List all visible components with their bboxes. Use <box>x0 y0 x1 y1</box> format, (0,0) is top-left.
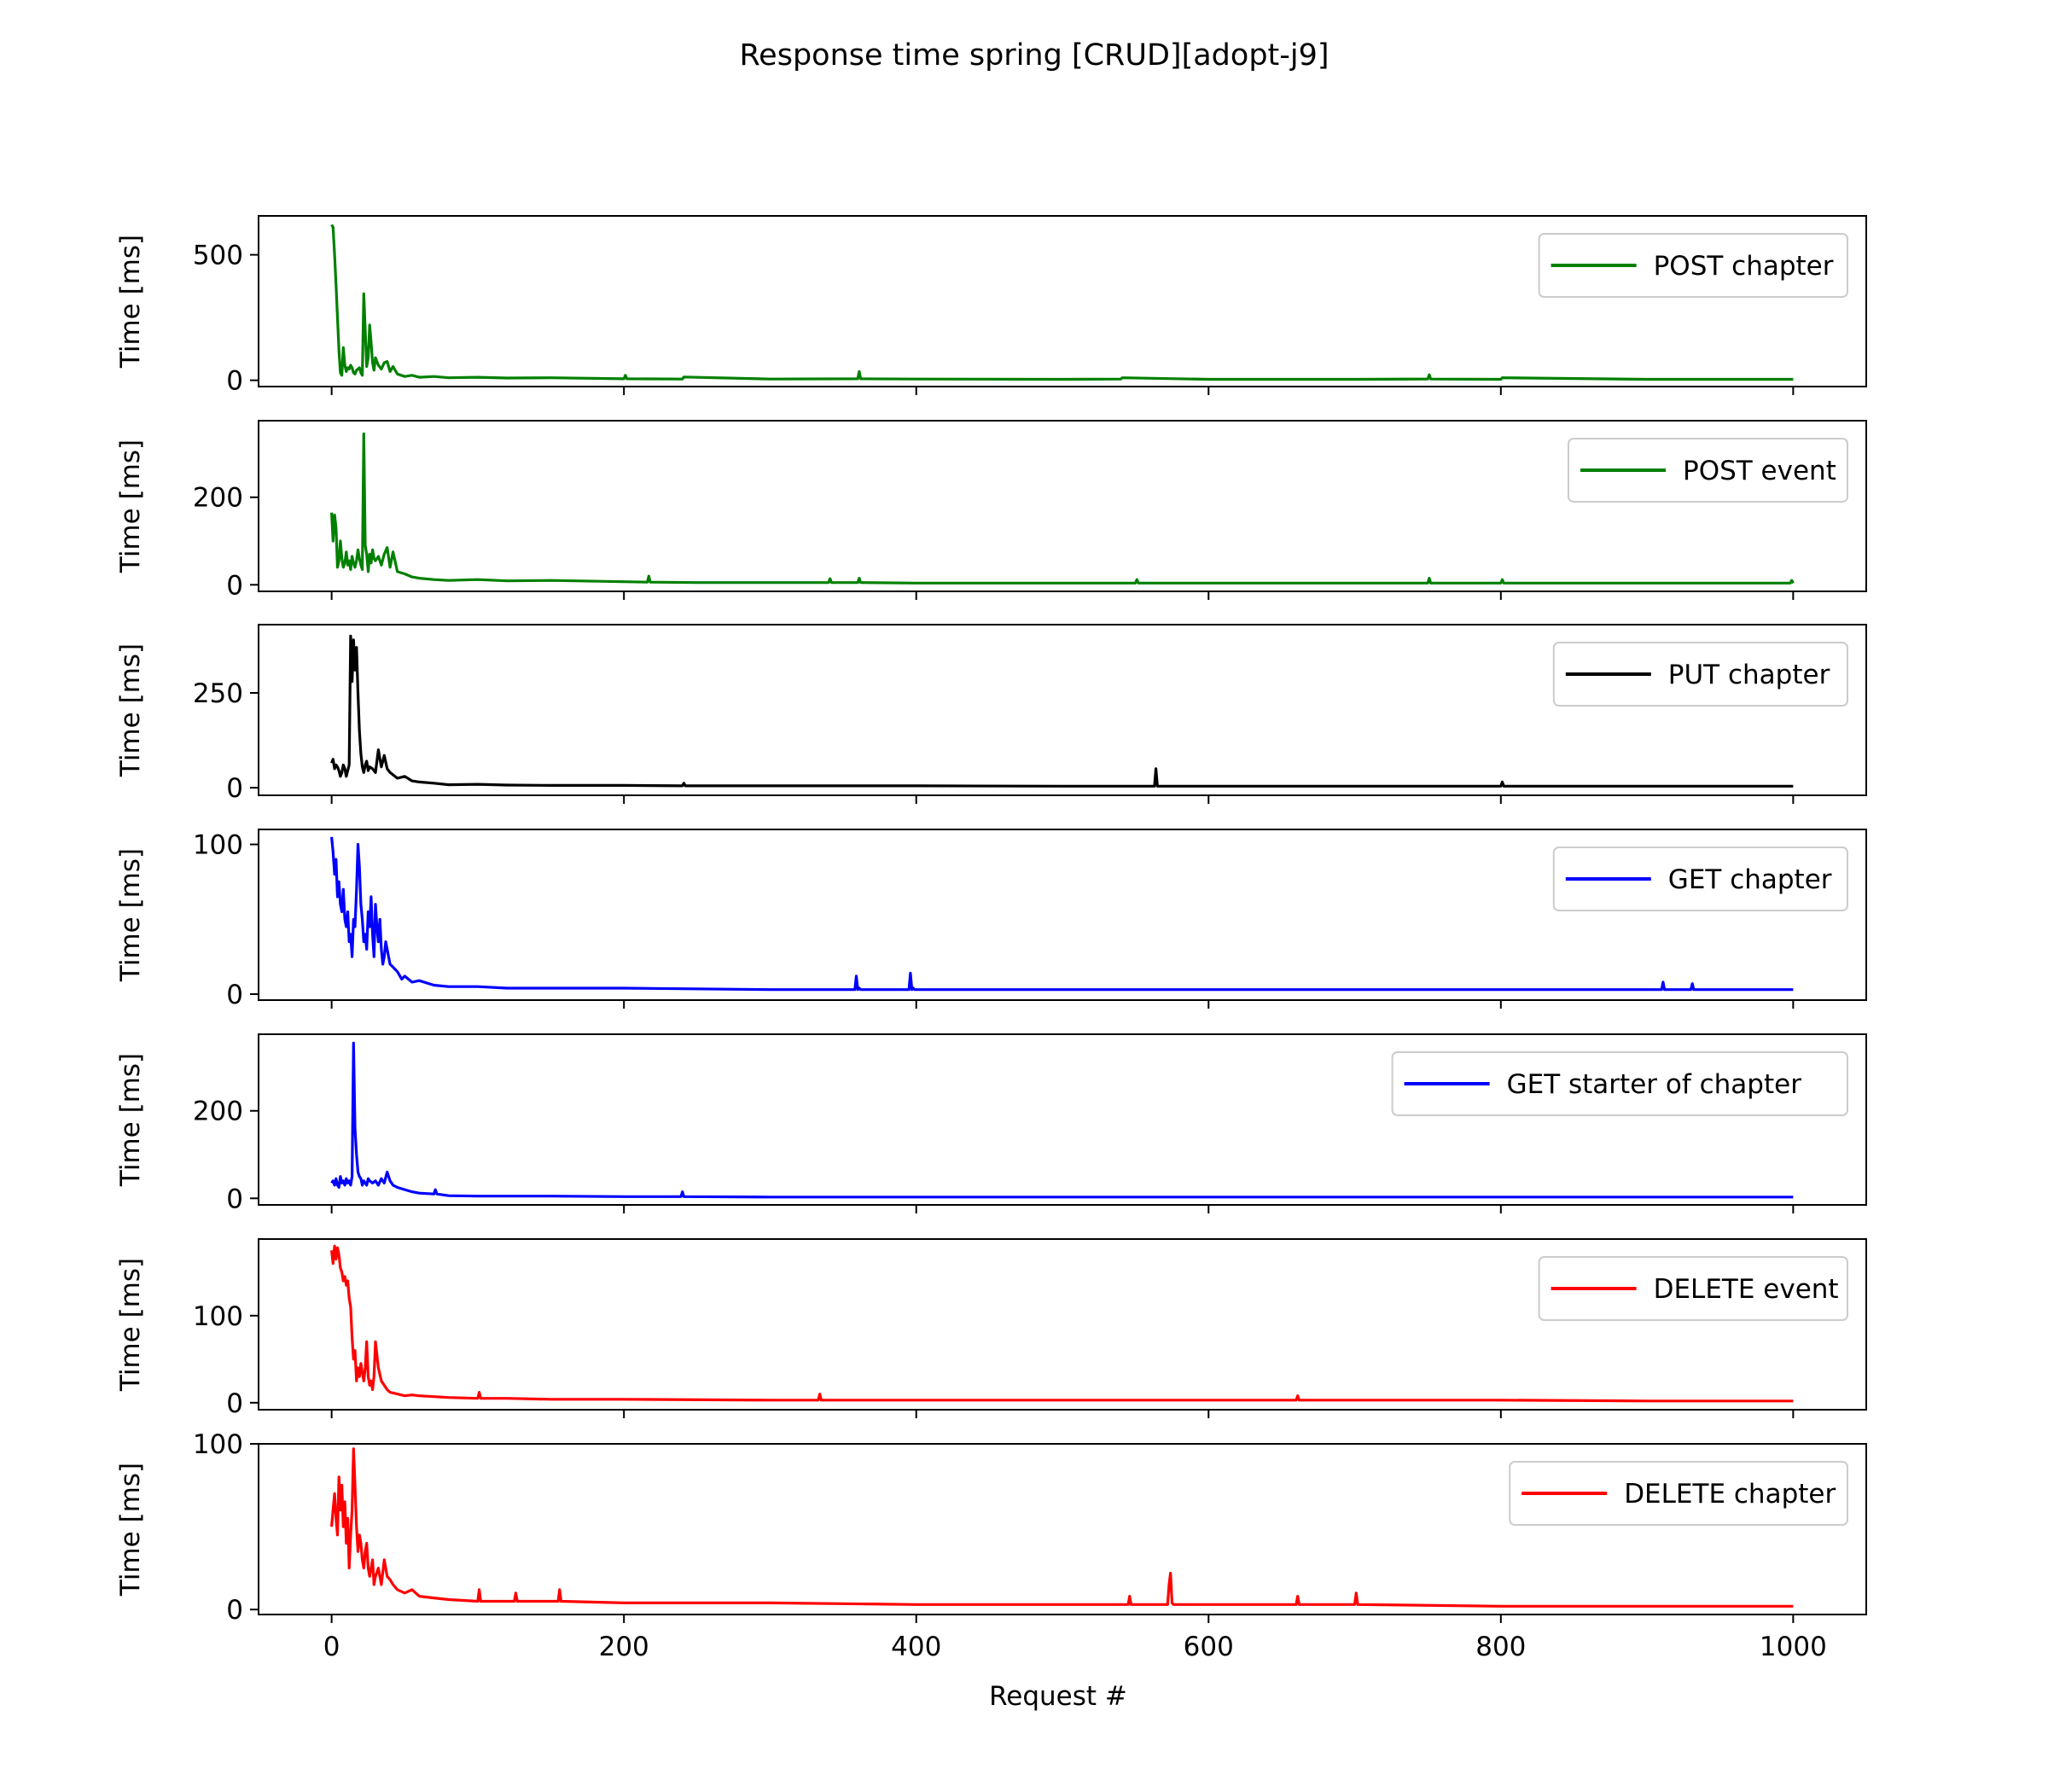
x-axis-label: Request # <box>989 1681 1127 1712</box>
axes-frame <box>258 1033 1867 1206</box>
panels: 0 500 Time [ms] POST chapter 0 200 Time [ms] PO… <box>115 215 1867 1662</box>
y-tick-label: 100 <box>193 830 243 861</box>
y-axis-label: Time [ms] <box>115 1258 146 1392</box>
legend-label: DELETE event <box>1654 1274 1839 1305</box>
x-tick-label: 800 <box>1475 1632 1526 1662</box>
legend-box <box>1552 847 1849 911</box>
y-axis-label: Time [ms] <box>115 235 146 369</box>
legend-label: DELETE chapter <box>1624 1479 1836 1510</box>
x-tick-label: 1000 <box>1760 1632 1827 1662</box>
y-axis-label: Time [ms] <box>115 1463 146 1597</box>
y-axis-label: Time [ms] <box>115 1053 146 1187</box>
y-tick-label: 0 <box>226 773 243 804</box>
series-line-delete-event <box>330 1244 1794 1403</box>
y-tick-label: 0 <box>226 1388 243 1419</box>
chart-title: Response time spring [CRUD][adopt-j9] <box>739 38 1329 73</box>
y-tick-label: 0 <box>226 1184 243 1214</box>
x-tick-label: 0 <box>323 1632 340 1662</box>
y-tick-label: 0 <box>226 1595 243 1626</box>
axes-frame <box>258 829 1867 1001</box>
legend-label: GET starter of chapter <box>1507 1069 1802 1100</box>
y-axis-label: Time [ms] <box>115 439 146 573</box>
axes-frame <box>258 420 1867 592</box>
y-tick-label: 100 <box>193 1429 243 1460</box>
legend-label: POST chapter <box>1654 251 1834 282</box>
legend-box <box>1568 438 1848 503</box>
y-tick-label: 0 <box>226 570 243 601</box>
x-tick-label: 600 <box>1184 1632 1234 1662</box>
panel-get-starter-of-chapter: 0 200 Time [ms] GET starter of chapter <box>115 1033 1867 1214</box>
axes-frame <box>258 1443 1867 1615</box>
legend-label: POST event <box>1683 456 1836 486</box>
series-line-post-chapter <box>330 224 1794 381</box>
panel-post-chapter: 0 500 Time [ms] POST chapter <box>115 215 1867 397</box>
legend-box <box>1538 233 1848 298</box>
y-tick-label: 250 <box>193 678 243 709</box>
legend-label: GET chapter <box>1668 864 1832 895</box>
axes-frame <box>258 624 1867 796</box>
axes-frame <box>258 215 1867 387</box>
y-axis-label: Time [ms] <box>115 643 146 777</box>
series-line-get-starter-of-chapter <box>330 1041 1794 1199</box>
y-tick-label: 0 <box>226 980 243 1010</box>
panel-delete-chapter: 0 100 Time [ms] 0 200 400 600 800 1000 DELETE cha… <box>115 1429 1867 1662</box>
legend-box <box>1552 642 1849 707</box>
series-line-put-chapter <box>330 634 1794 788</box>
series-line-get-chapter <box>330 836 1794 992</box>
y-axis-label: Time [ms] <box>115 848 146 982</box>
series-line-post-event <box>330 432 1795 585</box>
legend-box <box>1391 1051 1848 1116</box>
y-tick-label: 200 <box>193 483 243 514</box>
x-tick-label: 200 <box>599 1632 649 1662</box>
series-line-delete-chapter <box>330 1447 1794 1608</box>
x-tick-label: 400 <box>891 1632 941 1662</box>
panel-put-chapter: 0 250 Time [ms] PUT chapter <box>115 624 1867 804</box>
panel-get-chapter: 0 100 Time [ms] GET chapter <box>115 829 1867 1010</box>
y-tick-label: 0 <box>226 366 243 397</box>
y-tick-label: 200 <box>193 1097 243 1127</box>
legend-box <box>1538 1256 1848 1321</box>
panel-post-event: 0 200 Time [ms] POST event <box>115 420 1867 601</box>
legend-box <box>1509 1461 1848 1526</box>
panel-delete-event: 0 100 Time [ms] DELETE event <box>115 1238 1867 1419</box>
y-tick-label: 100 <box>193 1301 243 1332</box>
axes-frame <box>258 1238 1867 1411</box>
y-tick-label: 500 <box>193 241 243 271</box>
legend-label: PUT chapter <box>1668 660 1830 690</box>
